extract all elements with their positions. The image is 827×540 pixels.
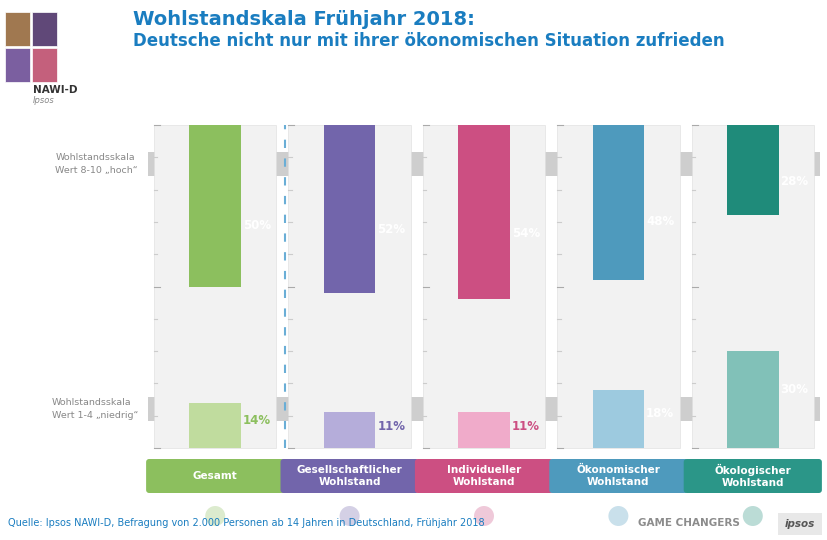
Text: Ökologischer
Wohlstand: Ökologischer Wohlstand bbox=[714, 464, 791, 488]
Text: 52%: 52% bbox=[377, 222, 405, 235]
Bar bbox=[423, 125, 544, 448]
Text: Gesamt: Gesamt bbox=[193, 471, 237, 481]
Bar bbox=[154, 125, 276, 448]
Bar bbox=[557, 125, 679, 448]
Circle shape bbox=[742, 506, 762, 526]
Bar bbox=[5, 12, 30, 46]
Text: Quelle: Ipsos NAWI-D, Befragung von 2.000 Personen ab 14 Jahren in Deutschland, : Quelle: Ipsos NAWI-D, Befragung von 2.00… bbox=[8, 518, 484, 528]
Bar bbox=[32, 12, 57, 46]
Circle shape bbox=[608, 506, 628, 526]
Text: ipsos: ipsos bbox=[784, 519, 814, 529]
Text: 28%: 28% bbox=[780, 174, 808, 187]
Bar bbox=[323, 413, 375, 448]
Text: 30%: 30% bbox=[780, 383, 807, 396]
Bar bbox=[189, 125, 241, 287]
Circle shape bbox=[339, 506, 359, 526]
Text: 14%: 14% bbox=[242, 414, 270, 427]
Bar bbox=[592, 390, 643, 448]
Bar bbox=[32, 48, 57, 82]
Bar bbox=[691, 125, 813, 448]
FancyBboxPatch shape bbox=[548, 459, 686, 493]
Text: 54%: 54% bbox=[511, 227, 539, 240]
Bar bbox=[592, 125, 643, 280]
FancyBboxPatch shape bbox=[280, 459, 418, 493]
Bar bbox=[288, 125, 410, 448]
Text: GAME CHANGERS: GAME CHANGERS bbox=[638, 518, 739, 528]
Text: Ökonomischer
Wohlstand: Ökonomischer Wohlstand bbox=[576, 465, 660, 487]
Text: 48%: 48% bbox=[645, 214, 673, 228]
Circle shape bbox=[205, 506, 225, 526]
Text: NAWI-D: NAWI-D bbox=[33, 85, 78, 95]
Bar bbox=[726, 125, 777, 215]
Text: Wohlstandsskala
Wert 1-4 „niedrig“: Wohlstandsskala Wert 1-4 „niedrig“ bbox=[51, 399, 138, 420]
Bar bbox=[457, 125, 509, 299]
FancyBboxPatch shape bbox=[146, 459, 284, 493]
Text: Ipsos: Ipsos bbox=[33, 96, 55, 105]
Bar bbox=[777, 513, 821, 535]
FancyBboxPatch shape bbox=[414, 459, 552, 493]
Text: Deutsche nicht nur mit ihrer ökonomischen Situation zufrieden: Deutsche nicht nur mit ihrer ökonomische… bbox=[133, 32, 724, 50]
Text: Wohlstandsskala
Wert 8-10 „hoch“: Wohlstandsskala Wert 8-10 „hoch“ bbox=[55, 153, 138, 174]
Bar bbox=[5, 48, 30, 82]
Bar bbox=[726, 351, 777, 448]
Text: 11%: 11% bbox=[511, 420, 539, 433]
FancyBboxPatch shape bbox=[683, 459, 821, 493]
Bar bbox=[148, 397, 819, 421]
Text: 50%: 50% bbox=[242, 219, 270, 232]
Bar bbox=[189, 403, 241, 448]
Bar bbox=[457, 413, 509, 448]
Circle shape bbox=[473, 506, 494, 526]
Text: Individueller
Wohlstand: Individueller Wohlstand bbox=[447, 465, 520, 487]
Bar bbox=[323, 125, 375, 293]
Text: 18%: 18% bbox=[645, 407, 673, 420]
Text: Wohlstandskala Frühjahr 2018:: Wohlstandskala Frühjahr 2018: bbox=[133, 10, 475, 29]
Text: Gesellschaftlicher
Wohlstand: Gesellschaftlicher Wohlstand bbox=[296, 465, 402, 487]
Text: 11%: 11% bbox=[377, 420, 404, 433]
Bar bbox=[148, 152, 819, 176]
